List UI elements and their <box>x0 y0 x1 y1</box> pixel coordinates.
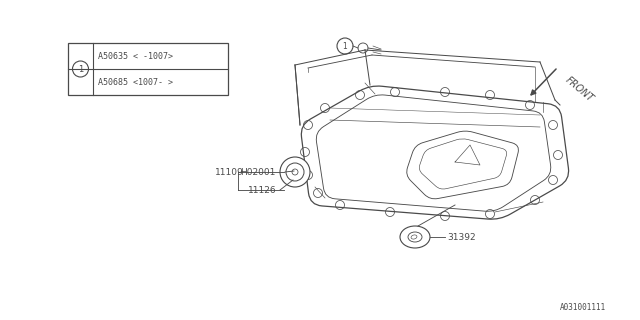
Ellipse shape <box>400 226 430 248</box>
Text: H02001: H02001 <box>240 167 275 177</box>
Text: A50635 < -1007>: A50635 < -1007> <box>98 52 173 60</box>
Text: 1: 1 <box>78 65 83 74</box>
Circle shape <box>337 38 353 54</box>
Text: 11126: 11126 <box>248 186 276 195</box>
Circle shape <box>72 61 88 77</box>
Bar <box>68 43 228 95</box>
Text: A031001111: A031001111 <box>560 303 606 312</box>
Text: A50685 <1007- >: A50685 <1007- > <box>98 77 173 86</box>
Text: FRONT: FRONT <box>563 75 595 104</box>
Circle shape <box>280 157 310 187</box>
Text: 1: 1 <box>342 42 348 51</box>
Text: 31392: 31392 <box>447 233 476 242</box>
Text: 11109: 11109 <box>215 167 244 177</box>
